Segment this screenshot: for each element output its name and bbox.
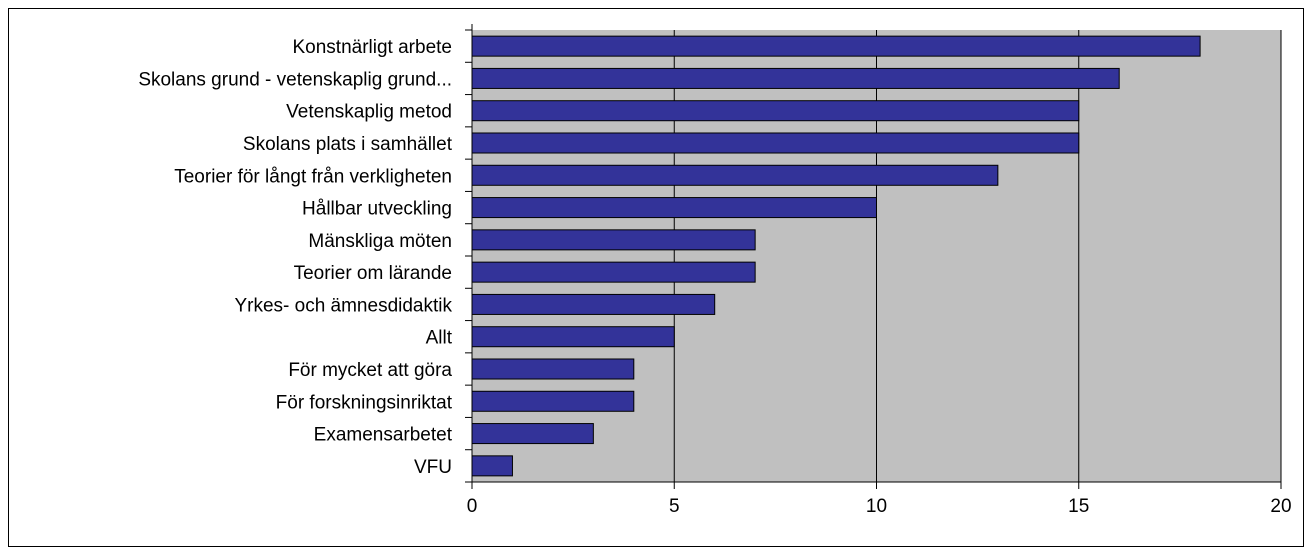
bar xyxy=(471,67,1120,89)
category-label: Allt xyxy=(426,328,453,349)
bar xyxy=(471,423,594,445)
bar xyxy=(471,293,716,315)
tick-labels: 0 5 10 15 20 xyxy=(467,482,1292,517)
x-tick-label: 5 xyxy=(669,496,680,517)
bar xyxy=(471,35,1201,57)
category-label: Vetenskaplig metod xyxy=(286,102,452,123)
category-label: Examensarbetet xyxy=(314,425,453,446)
bar xyxy=(471,164,999,186)
category-label: Konstnärligt arbete xyxy=(293,37,453,58)
bar xyxy=(471,100,1080,122)
category-label: Skolans plats i samhället xyxy=(243,134,453,155)
x-tick-label: 10 xyxy=(866,496,887,517)
bar xyxy=(471,390,635,412)
bar xyxy=(471,326,675,348)
bar xyxy=(471,358,635,380)
bar xyxy=(471,455,513,477)
bar xyxy=(471,197,877,219)
bars xyxy=(471,35,1201,477)
bar xyxy=(471,132,1080,154)
category-label: För mycket att göra xyxy=(288,360,452,381)
category-label: Mänskliga möten xyxy=(308,231,452,252)
category-label: Teorier om lärande xyxy=(294,263,452,284)
category-label: Skolans grund - vetenskaplig grund... xyxy=(138,69,452,90)
category-label: Teorier för långt från verkligheten xyxy=(174,166,452,187)
x-tick-label: 20 xyxy=(1270,496,1291,517)
bar xyxy=(471,229,756,251)
x-tick-label: 15 xyxy=(1068,496,1089,517)
bar xyxy=(471,261,756,283)
category-label: VFU xyxy=(414,457,452,478)
category-labels: Konstnärligt arbete Skolans grund - veten… xyxy=(138,29,472,478)
category-label: Hållbar utveckling xyxy=(302,199,452,220)
category-label: För forskningsinriktat xyxy=(276,392,453,413)
x-tick-label: 0 xyxy=(467,496,478,517)
category-label: Yrkes- och ämnesdidaktik xyxy=(234,295,452,316)
